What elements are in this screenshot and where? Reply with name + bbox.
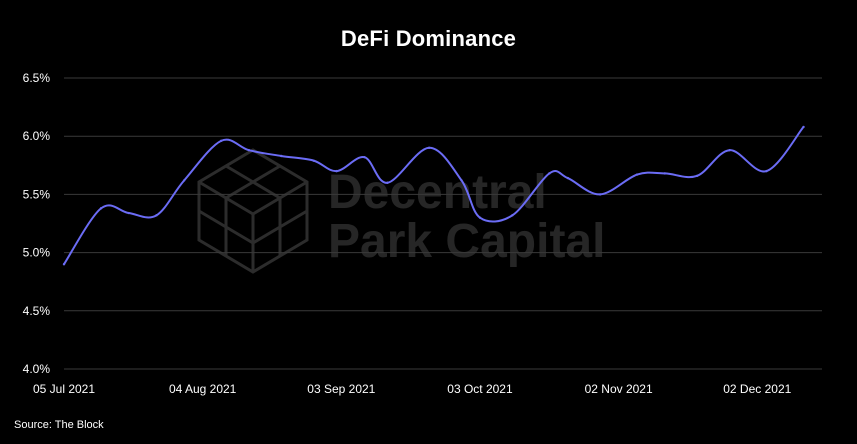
data-point [635, 173, 639, 176]
chart-title: DeFi Dominance [340, 26, 517, 51]
data-point [363, 155, 366, 159]
series-layer [62, 125, 805, 266]
x-tick-label: 03 Sep 2021 [307, 382, 375, 396]
data-point [566, 176, 569, 180]
data-point [548, 172, 551, 175]
data-point [511, 214, 514, 217]
data-point [219, 139, 223, 143]
watermark-line-1: Decentral [328, 166, 547, 219]
x-axis-ticks: 05 Jul 2021 04 Aug 2021 03 Sep 2021 03 Oct … [33, 382, 792, 396]
source-note: Source: The Block [14, 419, 104, 431]
data-point [182, 179, 186, 182]
grid-lines [64, 77, 822, 370]
y-tick-label: 4.0% [23, 362, 51, 376]
y-tick-label: 6.5% [23, 71, 51, 85]
data-point [127, 211, 130, 215]
y-tick-label: 4.5% [23, 304, 51, 318]
data-point [62, 263, 66, 266]
x-tick-label: 05 Jul 2021 [33, 382, 95, 396]
data-point [247, 148, 251, 152]
data-point [663, 172, 667, 175]
data-point [598, 193, 602, 196]
x-tick-label: 02 Nov 2021 [585, 382, 653, 396]
data-point [802, 125, 805, 129]
data-point [765, 169, 768, 173]
y-axis-ticks: 4.0% 4.5% 5.0% 5.5% 6.0% 6.5% [23, 71, 51, 376]
y-tick-label: 6.0% [23, 129, 51, 143]
data-point [280, 154, 283, 158]
data-point [99, 207, 103, 210]
data-point [155, 214, 158, 217]
x-tick-label: 03 Oct 2021 [447, 382, 513, 396]
data-point [478, 216, 482, 219]
x-tick-label: 04 Aug 2021 [169, 382, 237, 396]
data-point [460, 179, 463, 182]
watermark-line-2: Park Capital [328, 215, 605, 268]
data-point [312, 159, 315, 162]
data-point [728, 148, 731, 152]
watermark: Decentral Park Capital [197, 148, 605, 274]
data-point [335, 169, 338, 173]
y-tick-label: 5.5% [23, 187, 51, 201]
data-point [696, 174, 699, 177]
x-tick-label: 02 Dec 2021 [723, 382, 791, 396]
watermark-logo-icon [197, 148, 309, 274]
chart-svg: Decentral Park Capital 4.0% 4.5% 5.0% 5.5% 6… [23, 71, 822, 396]
data-point [386, 181, 389, 184]
y-tick-label: 5.0% [23, 246, 51, 260]
data-point [427, 146, 431, 150]
